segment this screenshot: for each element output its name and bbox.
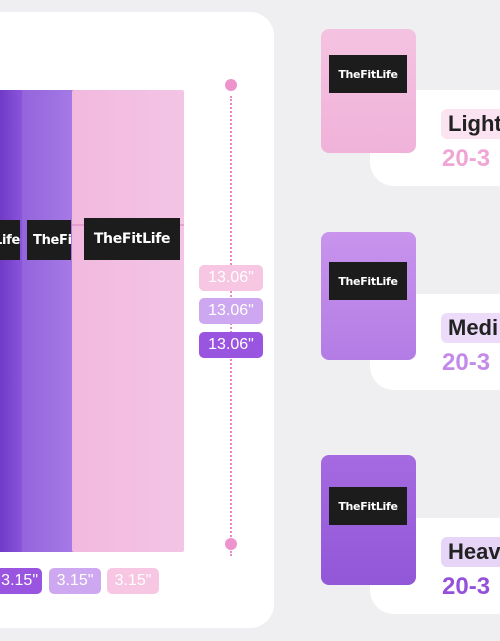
band-label-light: TheFitLife	[84, 218, 180, 260]
width-tag-heavy: 3.15"	[0, 568, 42, 594]
level-range-heavy: 20-3	[442, 573, 491, 600]
level-name-light: Light	[448, 111, 500, 136]
level-name-heavy: Heav	[448, 539, 500, 564]
length-measure-line	[230, 96, 232, 556]
band-label-medium: TheFitLife	[27, 220, 71, 260]
width-tag-medium: 3.15"	[49, 568, 101, 594]
level-range-light: 20-3	[442, 145, 491, 172]
product-image-panel: TheFitLife TheFitLife TheFitLife 13.06" …	[0, 12, 274, 628]
light-band	[72, 90, 184, 552]
pouch-label-heavy: TheFitLife	[329, 487, 407, 525]
measure-dot-bottom	[225, 538, 237, 550]
length-tag-light: 13.06"	[199, 265, 263, 291]
level-name-medium: Medi	[448, 315, 499, 340]
level-highlight-heavy	[441, 537, 500, 567]
band-label-heavy: TheFitLife	[0, 220, 20, 260]
length-tag-medium: 13.06"	[199, 298, 263, 324]
level-highlight-medium	[441, 313, 500, 343]
medium-band	[22, 90, 74, 552]
level-range-medium: 20-3	[442, 349, 491, 376]
width-tag-light: 3.15"	[107, 568, 159, 594]
heavy-band	[0, 90, 22, 552]
level-highlight-light	[441, 109, 500, 139]
measure-dot-top	[225, 79, 237, 91]
length-tag-heavy: 13.06"	[199, 332, 263, 358]
pouch-label-medium: TheFitLife	[329, 262, 407, 300]
pouch-label-light: TheFitLife	[329, 55, 407, 93]
